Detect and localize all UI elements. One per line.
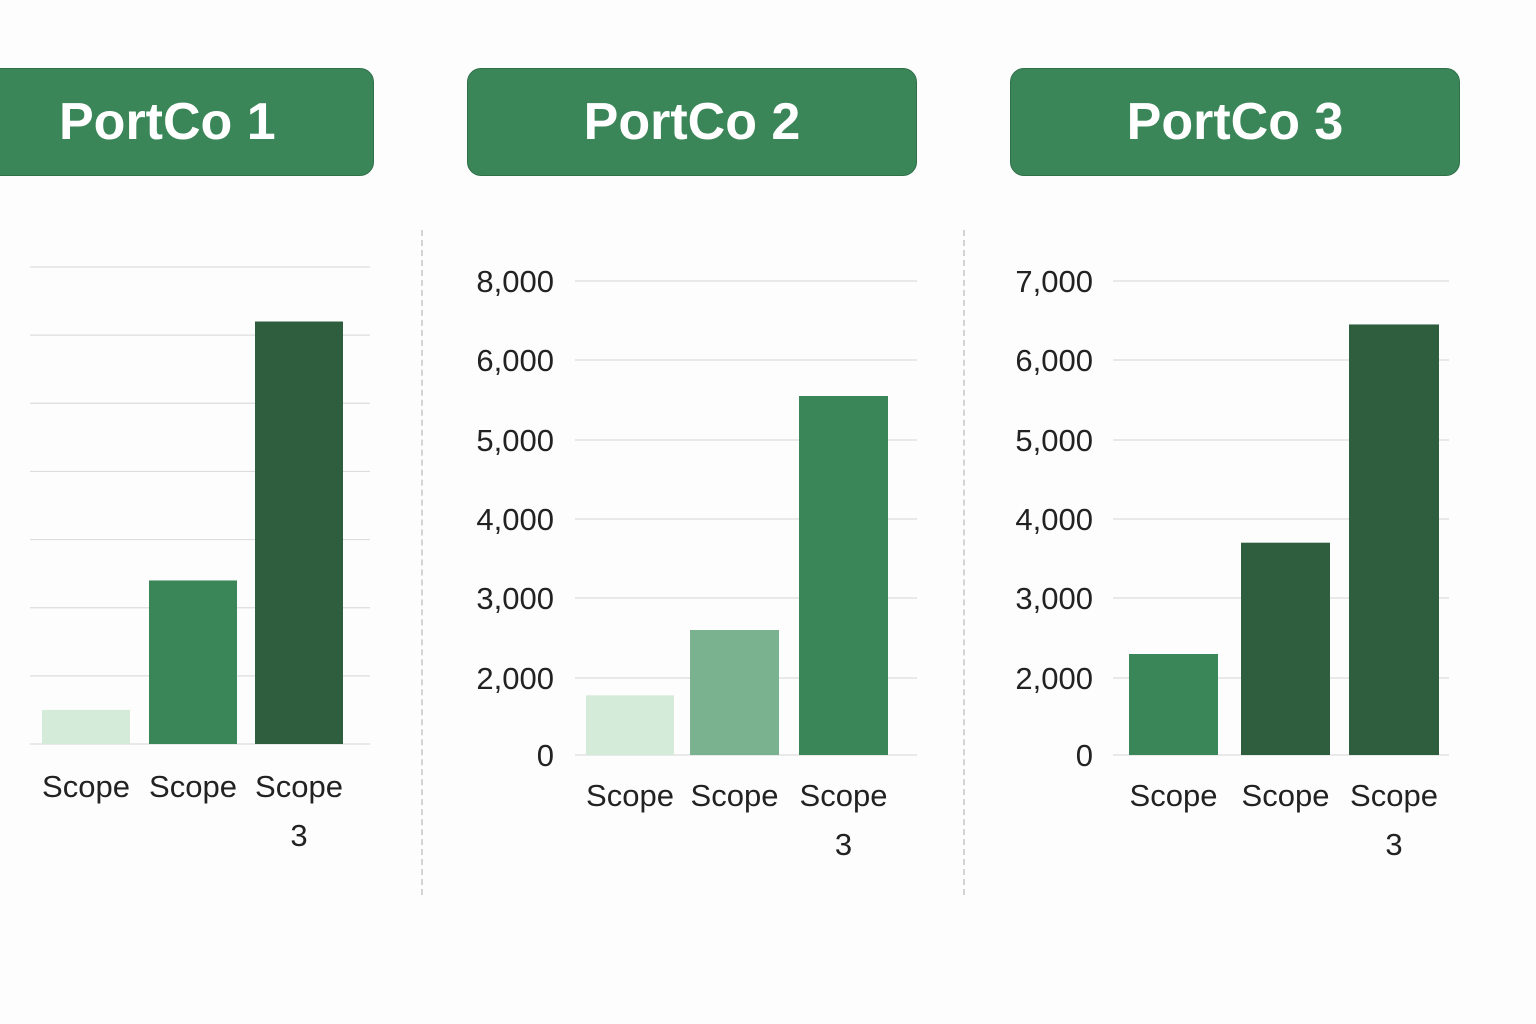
y-tick-label: 5,000: [476, 423, 554, 458]
x-tick-label: Scope: [149, 769, 237, 804]
x-tick-label: Scope: [1242, 778, 1330, 813]
x-tick-label: Scope 3: [255, 769, 343, 853]
y-tick-label: 6,000: [1015, 343, 1093, 378]
x-tick-label: Scope: [691, 778, 779, 813]
panel-title: PortCo 2: [583, 93, 801, 151]
y-tick-label: 7,000: [1015, 264, 1093, 299]
bar-scope-2: [149, 580, 237, 744]
bar-scope-3: [1349, 324, 1439, 755]
x-tick-label: Scope 3: [1350, 778, 1438, 862]
y-tick-label: 5,000: [1015, 423, 1093, 458]
y-tick-label: 8,000: [476, 264, 554, 299]
panel-title: PortCo 3: [1126, 93, 1344, 151]
panel-header-portco-1: PortCo 1: [0, 68, 374, 176]
y-tick-label: 3,000: [476, 581, 554, 616]
bar-scope-1: [586, 695, 674, 755]
x-tick-label: Scope: [586, 778, 674, 813]
bar-scope-3: [799, 396, 888, 755]
bar-scope-2: [1241, 542, 1330, 755]
panel-header-portco-2: PortCo 2: [467, 68, 917, 176]
y-tick-label: 4,000: [1015, 502, 1093, 537]
y-tick-label: 2,000: [476, 661, 554, 696]
panel-title: PortCo 1: [59, 93, 276, 151]
y-tick-label: 0: [1076, 738, 1093, 773]
y-tick-label: 4,000: [476, 502, 554, 537]
y-tick-label: 6,000: [476, 343, 554, 378]
panel-divider: [421, 230, 423, 895]
bar-scope-2: [690, 630, 779, 755]
panel-header-portco-3: PortCo 3: [1010, 68, 1460, 176]
y-tick-label: 3,000: [1015, 581, 1093, 616]
x-tick-label: Scope: [42, 769, 130, 804]
x-tick-label: Scope: [1130, 778, 1218, 813]
x-tick-label: Scope 3: [800, 778, 888, 862]
y-tick-label: 0: [537, 738, 554, 773]
bar-scope-3: [255, 321, 343, 744]
bar-scope-1: [1129, 654, 1218, 755]
bar-scope-1: [42, 709, 130, 744]
y-tick-label: 2,000: [1015, 661, 1093, 696]
panel-divider: [963, 230, 965, 895]
